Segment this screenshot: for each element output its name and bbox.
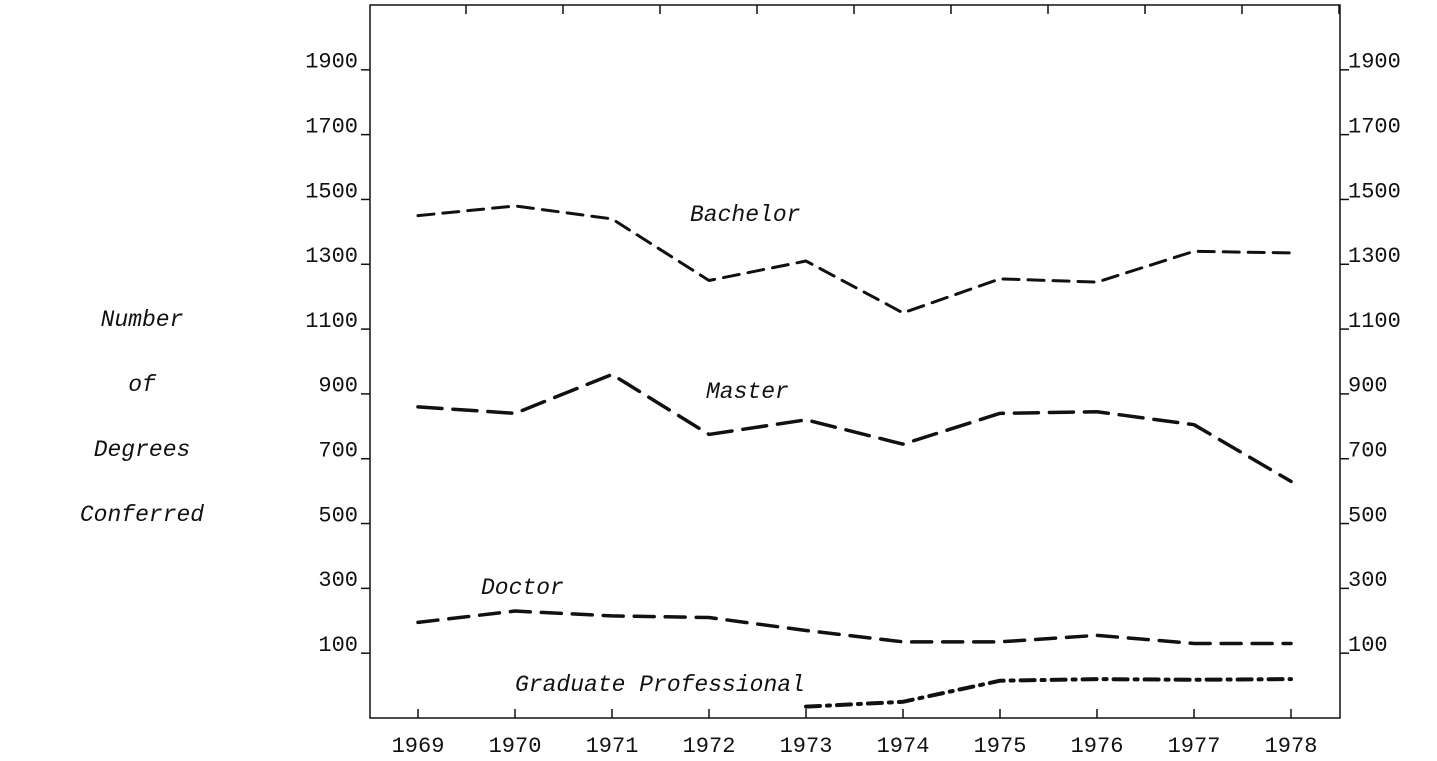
series-line xyxy=(416,372,1293,484)
series-label: Graduate Professional xyxy=(515,672,805,698)
y-axis-label: Degrees xyxy=(94,437,191,463)
y2-tick-label: 500 xyxy=(1348,503,1388,528)
y-tick-label: 100 xyxy=(318,633,358,658)
y2-tick-label: 700 xyxy=(1348,439,1388,464)
x-tick-label: 1974 xyxy=(877,734,930,759)
x-tick-label: 1971 xyxy=(586,734,639,759)
plot-frame xyxy=(369,4,1341,719)
y-tick-label: 700 xyxy=(318,439,358,464)
y2-tick-label: 1500 xyxy=(1348,179,1401,204)
series-label: Master xyxy=(706,379,789,405)
y-axis-label: Number xyxy=(101,307,184,333)
series-label: Bachelor xyxy=(690,202,800,228)
y2-tick-label: 1100 xyxy=(1348,309,1401,334)
x-tick-label: 1976 xyxy=(1071,734,1124,759)
series-line xyxy=(804,677,1293,709)
y-tick-label: 300 xyxy=(318,568,358,593)
y2-tick-label: 300 xyxy=(1348,568,1388,593)
y2-tick-label: 1700 xyxy=(1348,114,1401,139)
y-tick-label: 500 xyxy=(318,503,358,528)
x-tick-label: 1975 xyxy=(974,734,1027,759)
x-tick-label: 1973 xyxy=(780,734,833,759)
y-tick-label: 1300 xyxy=(305,244,358,269)
series-line xyxy=(416,204,1293,315)
y-tick-label: 1500 xyxy=(305,179,358,204)
y2-tick-label: 900 xyxy=(1348,374,1388,399)
x-tick-label: 1969 xyxy=(392,734,445,759)
y-axis-label: of xyxy=(128,372,157,398)
y-axis-label: Conferred xyxy=(80,502,204,528)
y2-tick-label: 100 xyxy=(1348,633,1388,658)
series-label: Doctor xyxy=(481,575,564,601)
y-tick-label: 1900 xyxy=(305,50,358,75)
x-tick-label: 1972 xyxy=(683,734,736,759)
series-line xyxy=(416,609,1293,646)
y-tick-label: 1100 xyxy=(305,309,358,334)
x-tick-label: 1977 xyxy=(1168,734,1221,759)
y-tick-label: 1700 xyxy=(305,114,358,139)
x-tick-label: 1978 xyxy=(1265,734,1318,759)
x-tick-label: 1970 xyxy=(489,734,542,759)
y-tick-label: 900 xyxy=(318,374,358,399)
y2-tick-label: 1900 xyxy=(1348,50,1401,75)
y2-tick-label: 1300 xyxy=(1348,244,1401,269)
